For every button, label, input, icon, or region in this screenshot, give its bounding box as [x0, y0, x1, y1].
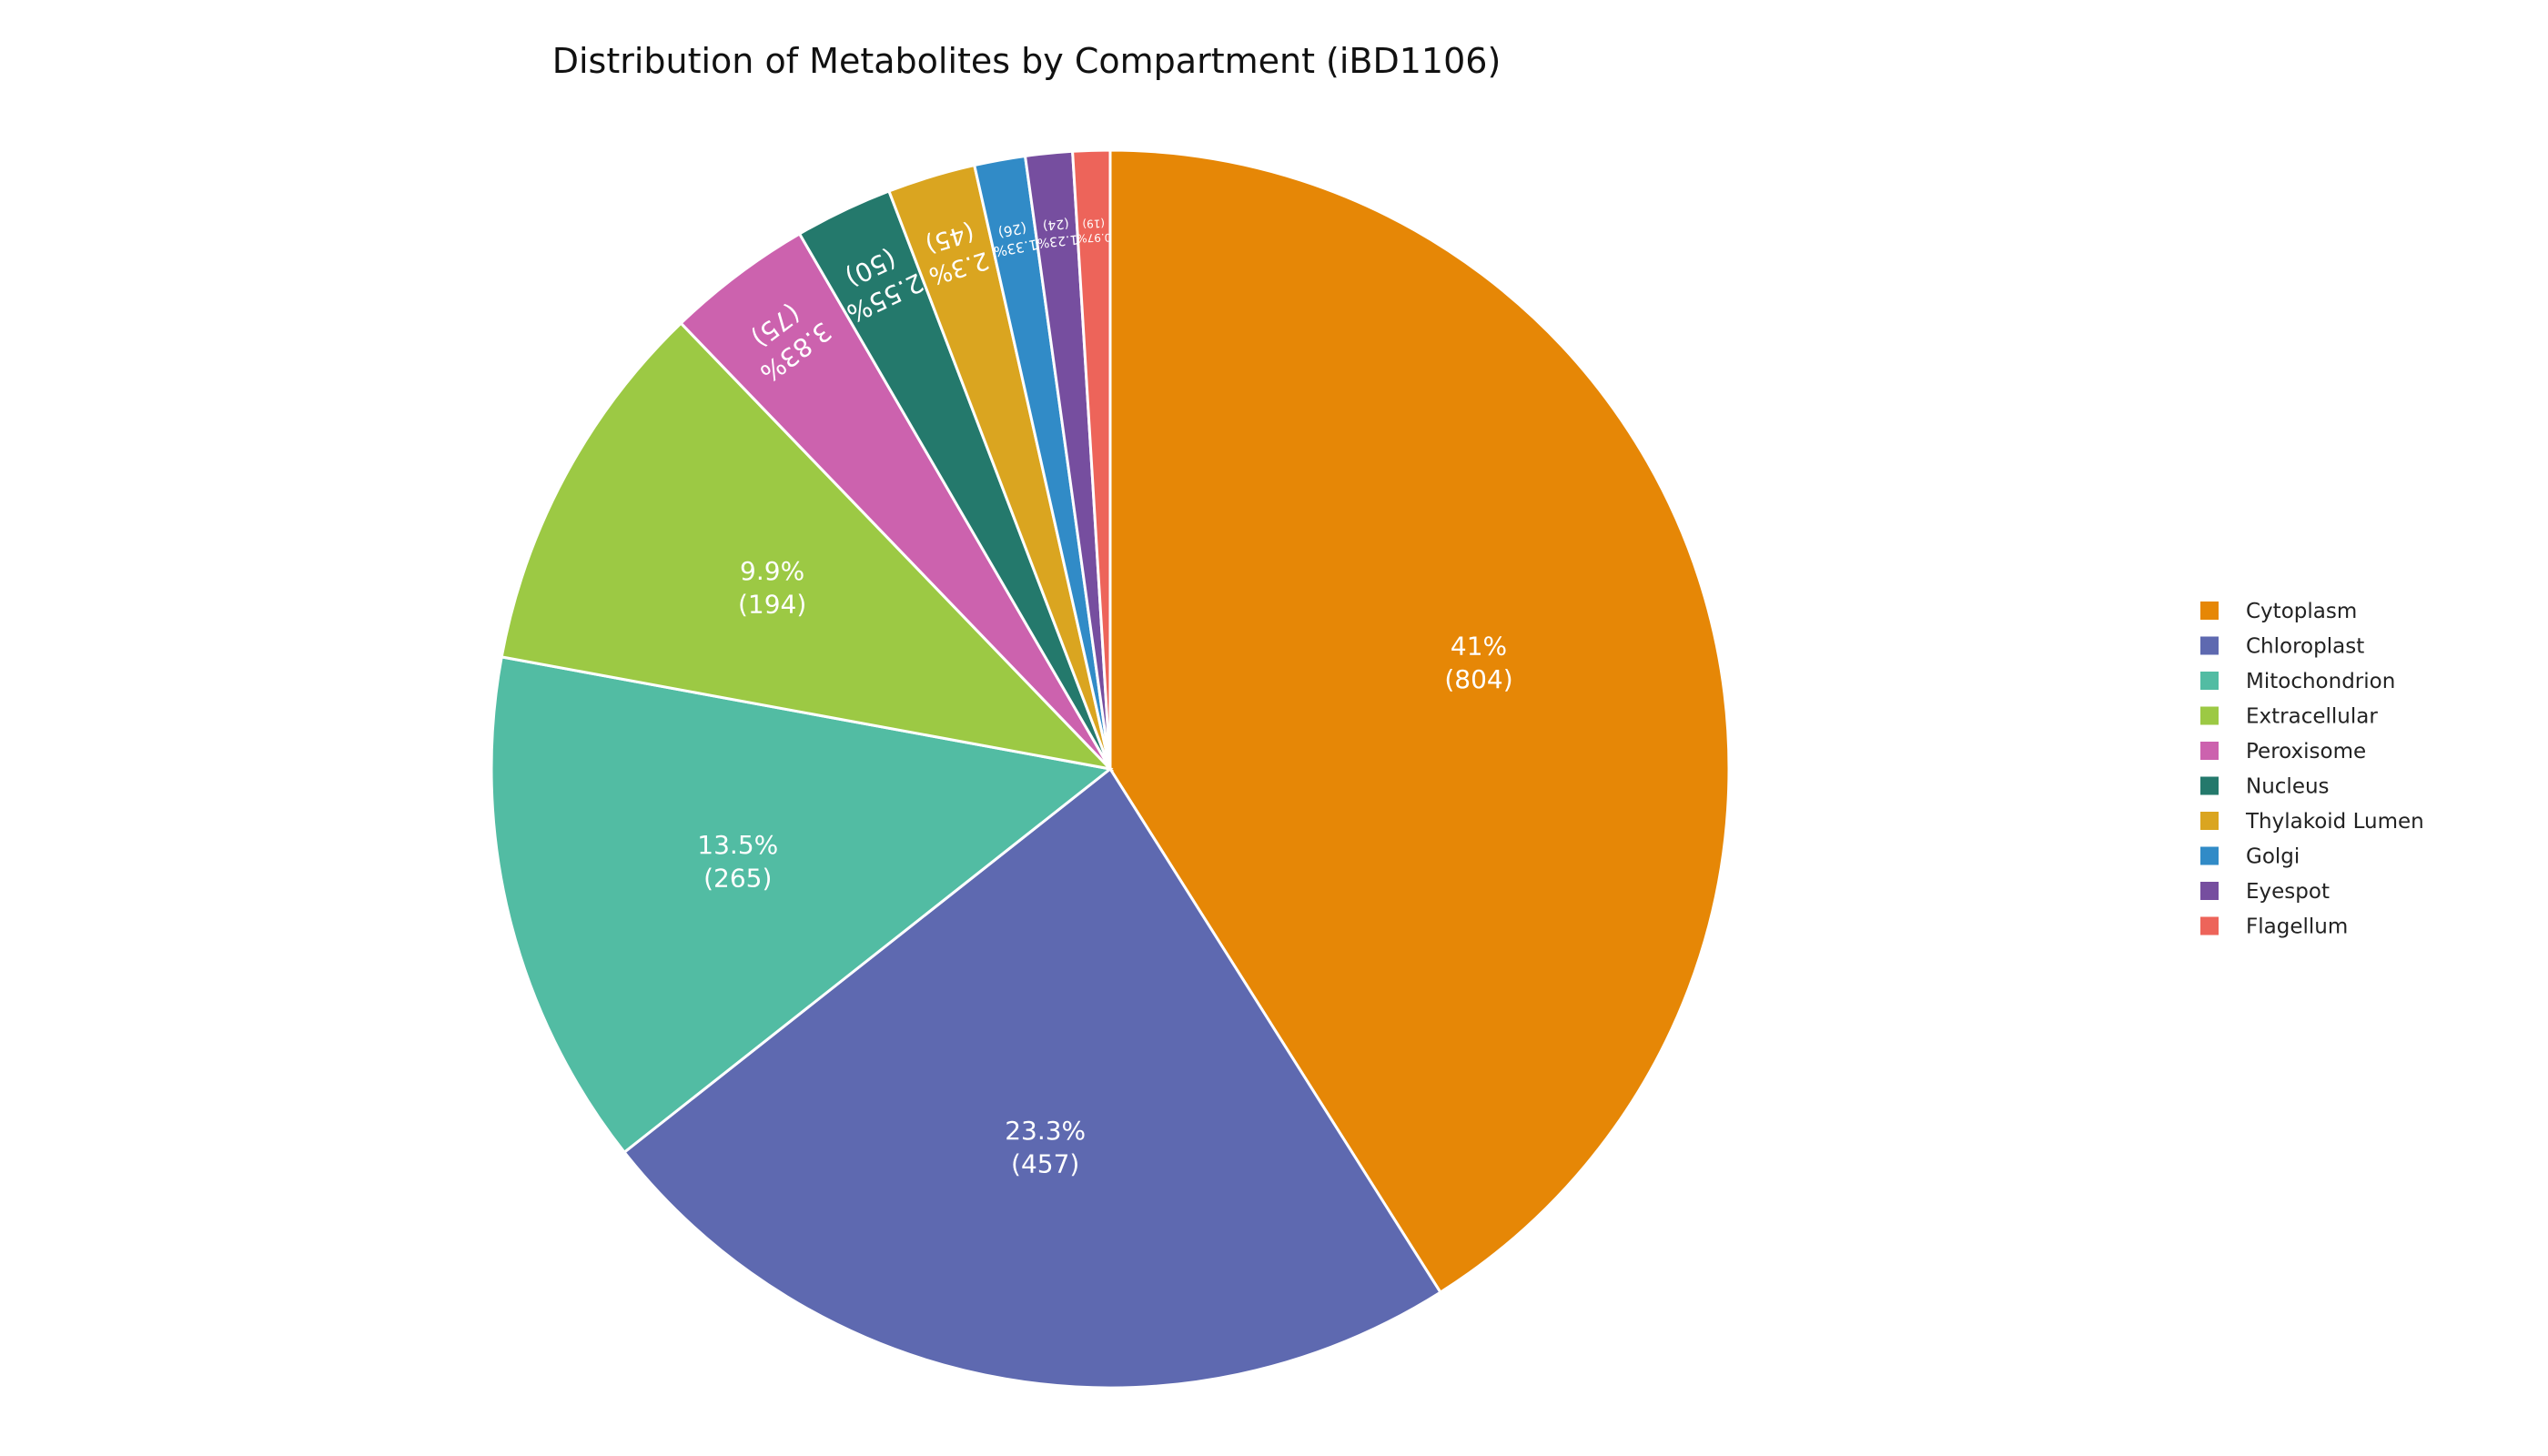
slice-percent-label: 41% — [1451, 632, 1507, 662]
legend-swatch — [2200, 812, 2219, 830]
legend-label: Flagellum — [2246, 915, 2348, 939]
legend-label: Cytoplasm — [2246, 600, 2357, 623]
legend-swatch — [2200, 882, 2219, 900]
slice-label-eyespot: 1.23%(24) — [1036, 216, 1078, 250]
pie-slices — [490, 148, 1731, 1390]
slice-percent-label: 1.23% — [1036, 231, 1078, 249]
slice-label-flagellum: 0.97%(19) — [1077, 217, 1112, 245]
legend-swatch — [2200, 776, 2219, 795]
legend-item-extracellular: Extracellular — [2200, 705, 2378, 729]
legend-item-chloroplast: Chloroplast — [2200, 635, 2364, 659]
legend-label: Eyespot — [2246, 880, 2330, 904]
legend-swatch — [2200, 706, 2219, 725]
slice-label-cytoplasm: 41%(804) — [1444, 632, 1512, 694]
slice-label-golgi: 1.33%(26) — [993, 219, 1039, 259]
legend-label: Thylakoid Lumen — [2245, 810, 2424, 834]
slice-percent-label: 23.3% — [1005, 1116, 1086, 1146]
legend-label: Chloroplast — [2246, 635, 2364, 659]
legend-item-nucleus: Nucleus — [2200, 775, 2330, 799]
legend-label: Mitochondrion — [2246, 670, 2395, 693]
chart-title: Distribution of Metabolites by Compartme… — [552, 41, 1502, 81]
slice-count-label: (26) — [996, 219, 1027, 240]
legend-label: Extracellular — [2246, 705, 2378, 729]
legend-label: Nucleus — [2246, 775, 2330, 799]
slice-percent-label: 0.97% — [1077, 231, 1112, 245]
slice-count-label: (804) — [1444, 664, 1512, 694]
legend-swatch — [2200, 672, 2219, 690]
legend-label: Golgi — [2246, 845, 2300, 869]
legend-swatch — [2200, 846, 2219, 865]
legend-item-mitochondrion: Mitochondrion — [2200, 670, 2395, 693]
legend-swatch — [2200, 916, 2219, 935]
legend-swatch — [2200, 636, 2219, 655]
legend-item-thylakoid-lumen: Thylakoid Lumen — [2200, 810, 2424, 834]
slice-count-label: (24) — [1042, 216, 1069, 233]
slice-percent-label: 9.9% — [740, 556, 804, 586]
slice-count-label: (19) — [1082, 217, 1105, 230]
slice-label-mitochondrion: 13.5%(265) — [697, 830, 778, 893]
legend-item-golgi: Golgi — [2200, 845, 2300, 869]
legend-item-eyespot: Eyespot — [2200, 880, 2330, 904]
slice-count-label: (265) — [703, 863, 772, 893]
pie-slice-chloroplast — [622, 766, 1442, 1390]
legend-label: Peroxisome — [2246, 740, 2366, 763]
legend-swatch — [2200, 742, 2219, 760]
legend-item-flagellum: Flagellum — [2200, 915, 2348, 939]
legend-item-peroxisome: Peroxisome — [2200, 740, 2366, 763]
legend-item-cytoplasm: Cytoplasm — [2200, 600, 2357, 623]
slice-percent-label: 13.5% — [697, 830, 778, 860]
slice-label-chloroplast: 23.3%(457) — [1005, 1116, 1086, 1178]
pie-slice-extracellular — [500, 321, 1115, 772]
pie-slice-cytoplasm — [1108, 148, 1731, 1295]
pie-slice-flagellum — [1071, 148, 1112, 770]
slice-count-label: (194) — [738, 589, 806, 619]
pie-slice-labels: 41%(804)23.3%(457)13.5%(265)9.9%(194)3.8… — [697, 216, 1512, 1179]
slice-count-label: (457) — [1011, 1149, 1079, 1179]
legend: Cytoplasm Chloroplast Mitochondrion Extrace… — [2200, 600, 2424, 939]
legend-swatch — [2200, 602, 2219, 620]
slice-label-extracellular: 9.9%(194) — [738, 556, 806, 619]
pie-slice-mitochondrion — [490, 655, 1114, 1155]
